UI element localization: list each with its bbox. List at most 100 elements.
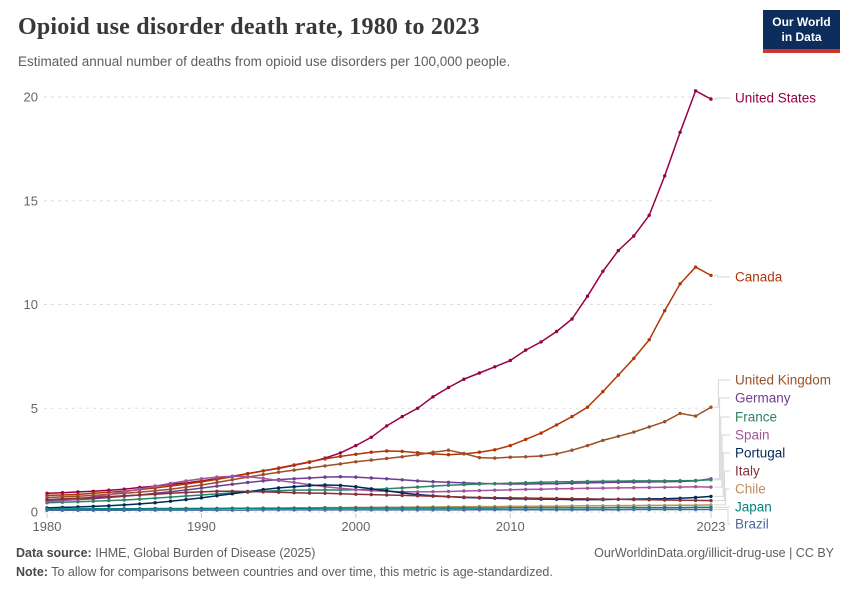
data-point (369, 450, 373, 454)
legend-label-chile[interactable]: Chile (735, 482, 766, 497)
data-point (230, 474, 234, 478)
data-point (246, 472, 250, 476)
series-brazil[interactable] (45, 507, 713, 512)
data-point (477, 488, 482, 493)
data-point (446, 508, 451, 512)
data-point (493, 481, 497, 486)
legend-label-brazil[interactable]: Brazil (735, 517, 769, 532)
data-point (184, 479, 188, 483)
y-axis-tick-label: 20 (24, 90, 38, 105)
series-italy[interactable] (45, 489, 713, 503)
data-point (585, 497, 590, 501)
data-point (570, 486, 574, 491)
data-point (184, 485, 188, 489)
legend-connector (714, 470, 730, 502)
data-point (184, 488, 188, 492)
owid-logo[interactable]: Our World in Data (763, 10, 840, 53)
data-point (431, 490, 435, 494)
data-point (554, 423, 559, 427)
data-point (292, 485, 296, 489)
data-point (570, 480, 574, 484)
data-point (585, 443, 590, 448)
data-point (601, 438, 605, 443)
data-point (168, 484, 173, 488)
data-point (354, 485, 358, 489)
data-point (601, 269, 605, 273)
legend-label-spain[interactable]: Spain (735, 428, 770, 443)
data-point (693, 89, 698, 93)
note-value: To allow for comparisons between countri… (51, 565, 553, 579)
data-point (153, 492, 157, 496)
data-point (215, 494, 219, 498)
data-point (539, 487, 543, 491)
data-point (601, 479, 605, 483)
data-point (616, 486, 620, 490)
data-point (354, 452, 358, 456)
data-point (524, 437, 528, 442)
series-canada[interactable] (45, 265, 713, 498)
data-point (477, 455, 482, 460)
legend-label-portugal[interactable]: Portugal (735, 446, 785, 461)
data-point (678, 498, 682, 502)
data-point (508, 496, 512, 500)
series-united-kingdom[interactable] (45, 405, 713, 500)
y-axis-tick-label: 0 (31, 505, 38, 520)
legend-label-france[interactable]: France (735, 410, 777, 425)
legend-label-italy[interactable]: Italy (735, 464, 760, 479)
data-point (138, 487, 142, 491)
data-point (199, 508, 204, 512)
data-point (199, 486, 204, 490)
data-point (385, 493, 389, 497)
data-point (632, 234, 636, 238)
data-point (462, 508, 466, 512)
data-point (400, 508, 404, 512)
data-point (570, 448, 574, 452)
data-point (400, 414, 404, 419)
data-point (199, 493, 204, 497)
y-axis-tick-label: 10 (24, 297, 38, 312)
data-point (709, 273, 713, 278)
data-source-line: Data source: IHME, Global Burden of Dise… (16, 546, 315, 560)
data-point (601, 508, 605, 512)
data-point (539, 496, 543, 500)
data-point (369, 492, 373, 497)
data-point (647, 338, 651, 342)
data-point (446, 489, 451, 494)
citation-link[interactable]: OurWorldinData.org/illicit-drug-use | CC… (594, 546, 834, 560)
data-point (508, 481, 512, 485)
data-point (292, 463, 296, 467)
note-line: Note: To allow for comparisons between c… (16, 565, 834, 579)
legend-label-japan[interactable]: Japan (735, 500, 772, 515)
line-united-kingdom (46, 406, 712, 499)
data-point (261, 479, 265, 483)
data-point (307, 483, 312, 488)
data-point (261, 472, 265, 477)
data-point (539, 431, 543, 435)
data-point (153, 496, 157, 500)
data-point (76, 490, 80, 494)
data-point (400, 493, 404, 498)
data-point (693, 495, 698, 500)
data-point (616, 248, 620, 253)
data-point (91, 508, 96, 512)
data-point (107, 498, 111, 503)
data-point (678, 479, 682, 483)
legend-label-germany[interactable]: Germany (735, 391, 791, 406)
legend-label-canada[interactable]: Canada (735, 270, 783, 285)
data-point (539, 508, 543, 512)
data-point (462, 451, 466, 456)
data-point (122, 508, 126, 512)
series-united-states[interactable] (45, 89, 713, 495)
data-point (508, 455, 512, 459)
data-point (415, 490, 420, 494)
legend-label-united-kingdom[interactable]: United Kingdom (735, 373, 831, 388)
data-point (307, 488, 312, 492)
legend-connector (714, 274, 730, 278)
data-point (493, 508, 497, 512)
data-point (678, 411, 682, 416)
data-point (415, 485, 420, 489)
data-point (215, 489, 219, 493)
data-point (462, 495, 466, 499)
line-spain (46, 475, 712, 503)
legend-label-united-states[interactable]: United States (735, 91, 816, 106)
